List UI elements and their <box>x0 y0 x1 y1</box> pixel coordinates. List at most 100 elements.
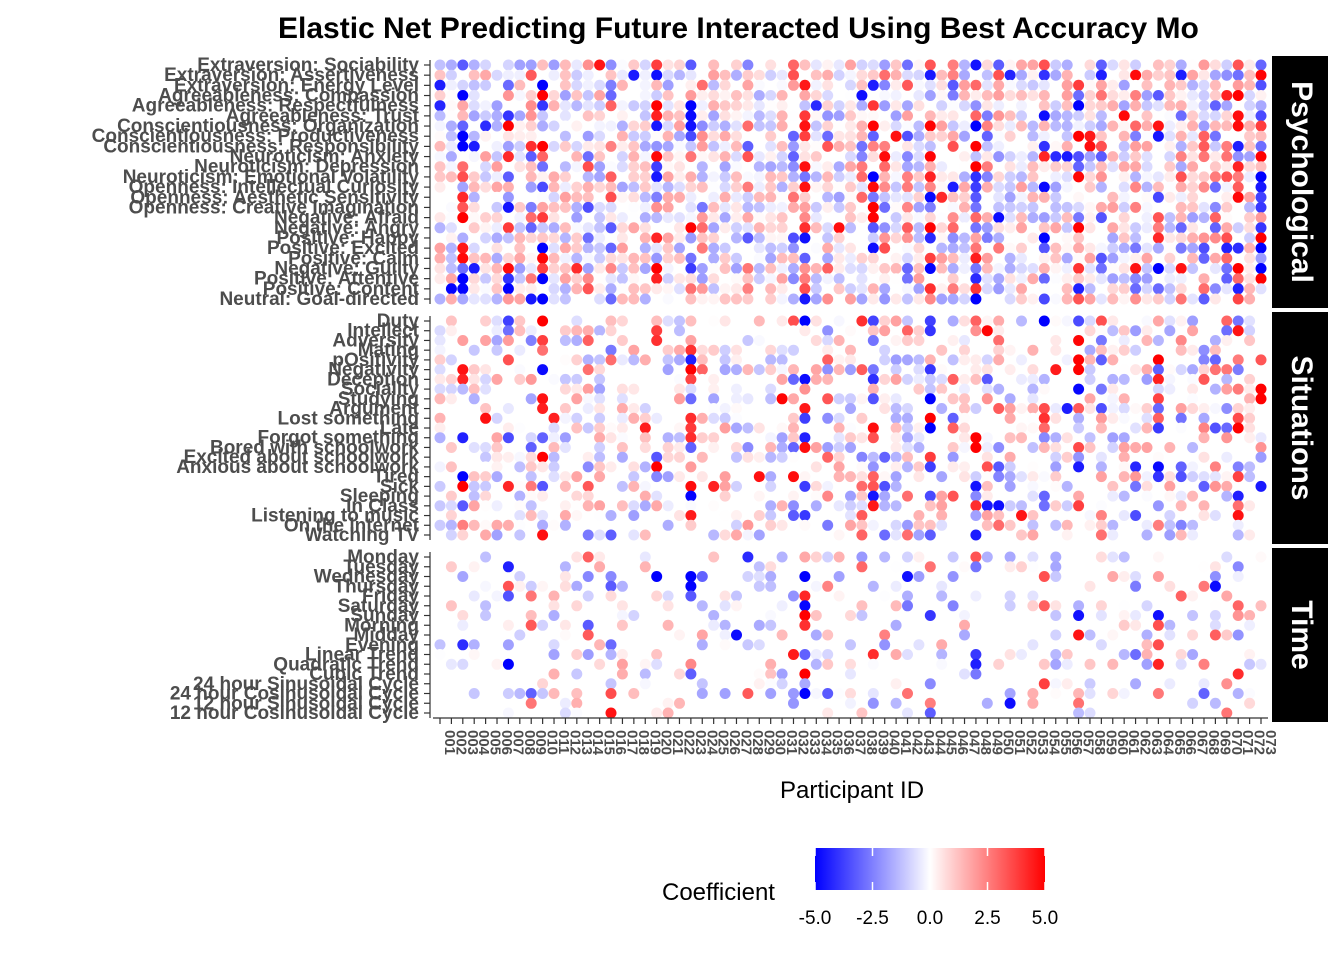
heatmap-point <box>776 393 788 405</box>
heatmap-point <box>1221 201 1233 213</box>
heatmap-point <box>468 480 480 492</box>
heatmap-point <box>594 432 606 444</box>
heatmap-point <box>970 529 982 541</box>
heatmap-point <box>867 222 879 234</box>
heatmap-point <box>981 212 993 224</box>
heatmap-point <box>799 325 811 337</box>
heatmap-point <box>1152 461 1164 473</box>
heatmap-point <box>776 451 788 463</box>
heatmap-point <box>559 263 571 274</box>
heatmap-point <box>970 354 982 366</box>
heatmap-point <box>548 293 560 305</box>
heatmap-point <box>468 130 480 142</box>
heatmap-point <box>434 639 446 651</box>
heatmap-point <box>582 79 594 91</box>
heatmap-point <box>902 422 913 434</box>
heatmap-point <box>514 571 526 582</box>
heatmap-point <box>651 242 663 254</box>
y-tick-label: Midday <box>354 625 420 646</box>
heatmap-point <box>639 500 651 512</box>
heatmap-point <box>719 151 731 163</box>
heatmap-point <box>1016 100 1027 112</box>
heatmap-point <box>936 490 948 502</box>
heatmap-point <box>981 130 993 142</box>
heatmap-point <box>480 451 492 463</box>
heatmap-point <box>651 69 663 81</box>
heatmap-point <box>867 171 879 183</box>
heatmap-point <box>788 110 799 122</box>
y-tick-label: Monday <box>347 547 419 568</box>
heatmap-point <box>708 90 720 101</box>
x-tick-label: 062 <box>1137 730 1154 755</box>
heatmap-point <box>1084 252 1096 264</box>
heatmap-point <box>719 293 731 305</box>
heatmap-point <box>1061 212 1073 224</box>
heatmap-point <box>696 161 708 173</box>
heatmap-point <box>525 273 537 285</box>
heatmap-point <box>731 354 742 366</box>
heatmap-point <box>1027 519 1039 531</box>
heatmap-point <box>1004 151 1016 163</box>
heatmap-point <box>1141 283 1153 295</box>
heatmap-point <box>742 232 754 244</box>
heatmap-point <box>856 212 868 224</box>
heatmap-point <box>1164 191 1176 203</box>
heatmap-point <box>1232 490 1244 502</box>
heatmap-point <box>651 130 663 142</box>
heatmap-point <box>1050 442 1062 453</box>
heatmap-point <box>1027 140 1039 152</box>
heatmap-point <box>1073 212 1085 224</box>
heatmap-point <box>890 422 902 434</box>
heatmap-point <box>502 263 514 274</box>
heatmap-point <box>445 232 457 244</box>
heatmap-point <box>1141 373 1153 385</box>
heatmap-point <box>616 161 628 173</box>
heatmap-point <box>788 510 799 521</box>
heatmap-point <box>662 151 674 163</box>
x-tick-label: 015 <box>601 730 618 755</box>
heatmap-point <box>1061 263 1073 274</box>
heatmap-point <box>902 140 913 152</box>
heatmap-point <box>559 181 571 193</box>
heatmap-point <box>491 519 503 531</box>
heatmap-point <box>605 181 617 193</box>
heatmap-point <box>1118 130 1130 142</box>
heatmap-point <box>1130 59 1142 71</box>
heatmap-point <box>890 678 902 690</box>
heatmap-point <box>867 315 879 327</box>
heatmap-point <box>788 242 799 254</box>
heatmap-point <box>719 403 731 414</box>
heatmap-point <box>674 120 685 132</box>
heatmap-point <box>1209 697 1221 709</box>
heatmap-point <box>719 242 731 254</box>
heatmap-point <box>1175 519 1187 531</box>
facet-strip-label: Time <box>1285 600 1318 669</box>
heatmap-point <box>936 283 948 295</box>
heatmap-point <box>1107 273 1119 285</box>
heatmap-point <box>993 90 1005 101</box>
heatmap-point <box>822 181 834 193</box>
heatmap-point <box>662 500 674 512</box>
heatmap-point <box>913 191 925 203</box>
heatmap-point <box>662 293 674 305</box>
heatmap-point <box>1141 325 1153 337</box>
y-tick-label: 24 hour Sinusoidal Cycle <box>193 674 419 695</box>
heatmap-point <box>959 561 970 573</box>
heatmap-point <box>708 610 720 621</box>
heatmap-point <box>548 90 560 101</box>
heatmap-point <box>1118 283 1130 295</box>
heatmap-point <box>651 335 663 346</box>
heatmap-point <box>1164 212 1176 224</box>
heatmap-point <box>696 212 708 224</box>
heatmap-point <box>1118 59 1130 71</box>
heatmap-point <box>491 373 503 385</box>
heatmap-point <box>1255 130 1267 142</box>
heatmap-point <box>1038 100 1050 112</box>
heatmap-point <box>685 140 697 152</box>
heatmap-point <box>1198 471 1210 483</box>
heatmap-point <box>731 100 742 112</box>
heatmap-point <box>594 393 606 405</box>
heatmap-point <box>537 403 549 414</box>
heatmap-point <box>582 500 594 512</box>
